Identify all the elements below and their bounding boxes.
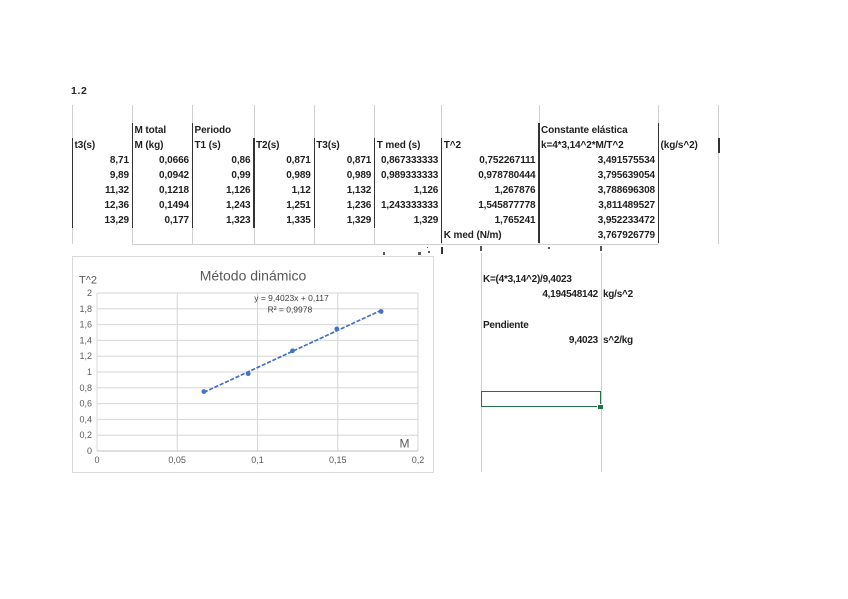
svg-text:M: M <box>399 436 409 450</box>
svg-text:0,8: 0,8 <box>79 382 92 392</box>
svg-text:1,4: 1,4 <box>79 335 92 345</box>
svg-text:0,2: 0,2 <box>411 455 424 465</box>
svg-text:T^2: T^2 <box>79 274 97 286</box>
svg-text:0,6: 0,6 <box>79 398 92 408</box>
svg-text:1,6: 1,6 <box>79 319 92 329</box>
svg-text:0,2: 0,2 <box>79 430 92 440</box>
svg-text:R² = 0,9978: R² = 0,9978 <box>267 304 312 314</box>
svg-text:2: 2 <box>86 288 91 298</box>
svg-text:1,8: 1,8 <box>79 303 92 313</box>
svg-text:0,1: 0,1 <box>251 455 264 465</box>
svg-text:0: 0 <box>94 455 99 465</box>
svg-text:0,4: 0,4 <box>79 414 92 424</box>
svg-text:0,15: 0,15 <box>329 455 347 465</box>
svg-text:1: 1 <box>86 367 91 377</box>
svg-text:0,05: 0,05 <box>168 455 186 465</box>
svg-text:Método dinámico: Método dinámico <box>199 267 306 283</box>
svg-text:0: 0 <box>86 446 91 456</box>
svg-text:y = 9,4023x + 0,117: y = 9,4023x + 0,117 <box>254 293 329 303</box>
svg-text:1,2: 1,2 <box>79 351 92 361</box>
